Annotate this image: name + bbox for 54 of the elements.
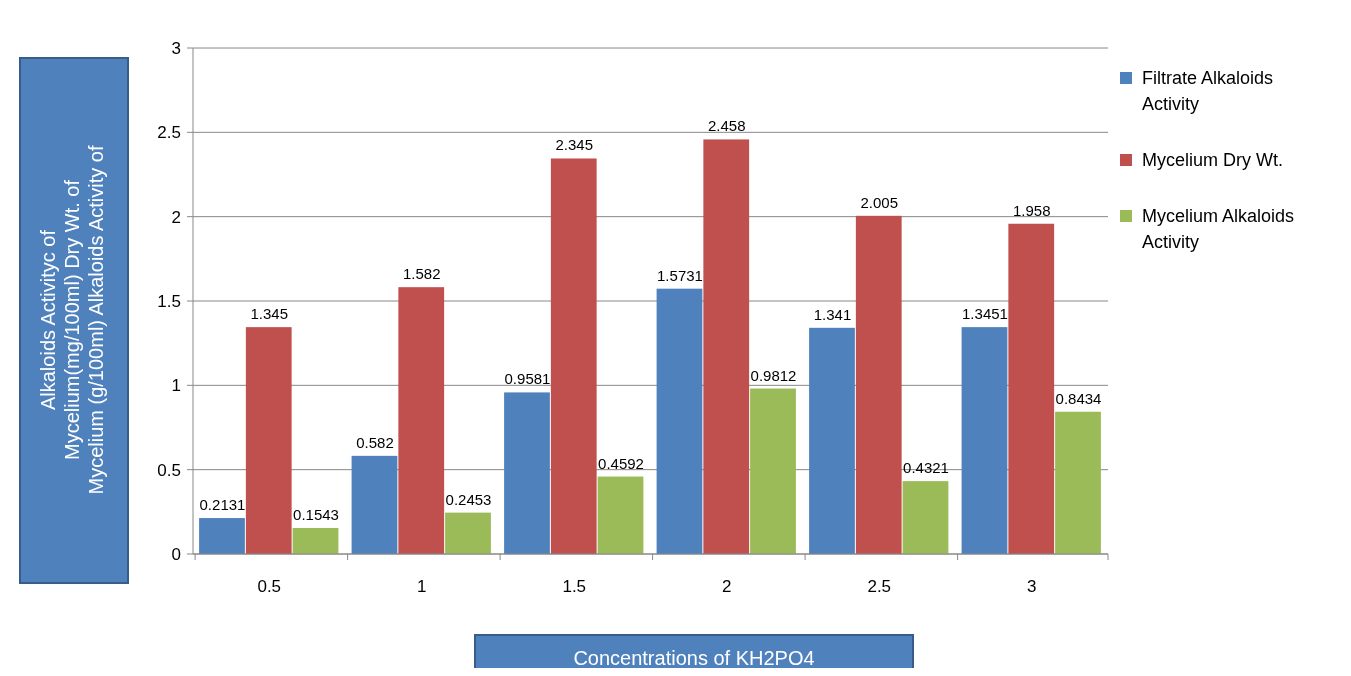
bar <box>703 139 750 554</box>
y-tick-label: 0.5 <box>157 460 181 480</box>
x-tick-label: 3 <box>1027 577 1037 596</box>
data-label: 0.1543 <box>293 505 339 523</box>
x-tick-label: 2 <box>722 577 732 596</box>
data-label: 2.005 <box>860 193 899 211</box>
y-tick-label: 2.5 <box>157 123 181 143</box>
bar <box>445 512 491 554</box>
data-label: 0.4592 <box>598 454 644 472</box>
y-tick-label: 2 <box>171 207 181 227</box>
x-tick-label: 2.5 <box>867 577 892 596</box>
data-label: 1.5731 <box>657 266 703 284</box>
bar <box>1055 411 1101 554</box>
data-label: 0.9812 <box>750 366 797 384</box>
data-label: 1.958 <box>1012 201 1051 219</box>
bar <box>961 327 1008 554</box>
bar <box>1008 223 1055 554</box>
y-tick-label: 1 <box>171 376 181 396</box>
data-label: 0.9581 <box>504 370 551 388</box>
data-label: 0.2453 <box>445 490 492 508</box>
bar <box>656 288 703 554</box>
bar <box>855 215 902 554</box>
bar <box>351 455 398 554</box>
bar <box>398 287 445 554</box>
bar <box>750 388 796 554</box>
bar <box>550 158 597 554</box>
bar <box>292 527 339 554</box>
bar <box>809 327 855 554</box>
data-label: 1.3451 <box>962 305 1008 323</box>
data-label: 0.4321 <box>903 459 949 477</box>
legend-label: Filtrate Alkaloids Activity <box>1142 68 1274 115</box>
data-label: 1.341 <box>813 305 852 323</box>
y-tick-label: 3 <box>171 38 181 58</box>
bar <box>597 476 644 554</box>
data-label: 1.582 <box>402 265 441 283</box>
x-tick-label: 1.5 <box>562 577 587 596</box>
x-tick-label: 1 <box>417 577 427 596</box>
data-label: 2.458 <box>707 117 746 135</box>
data-label: 0.582 <box>356 433 394 451</box>
bar <box>902 481 949 554</box>
bar <box>245 327 292 554</box>
bar <box>504 392 550 554</box>
y-tick-label: 1.5 <box>157 291 181 311</box>
y-axis-title: Alkaloids Activityc of Mycelium(mg/100ml) Dry Wt. of Mycelium (g/100ml) Alkaloids Activity of <box>37 145 108 495</box>
legend-label: Mycelium Dry Wt. <box>1142 150 1283 171</box>
x-tick-label: 0.5 <box>257 577 282 596</box>
data-label: 2.345 <box>555 136 594 154</box>
data-label: 1.345 <box>250 305 289 323</box>
x-axis-title: Concentrations of KH2PO4 <box>573 647 815 669</box>
data-label: 0.2131 <box>199 496 246 514</box>
y-tick-label: 0 <box>171 544 181 564</box>
legend-label: Mycelium Alkaloids Activity <box>1142 206 1295 253</box>
bar <box>199 518 245 554</box>
data-label: 0.8434 <box>1055 389 1102 407</box>
